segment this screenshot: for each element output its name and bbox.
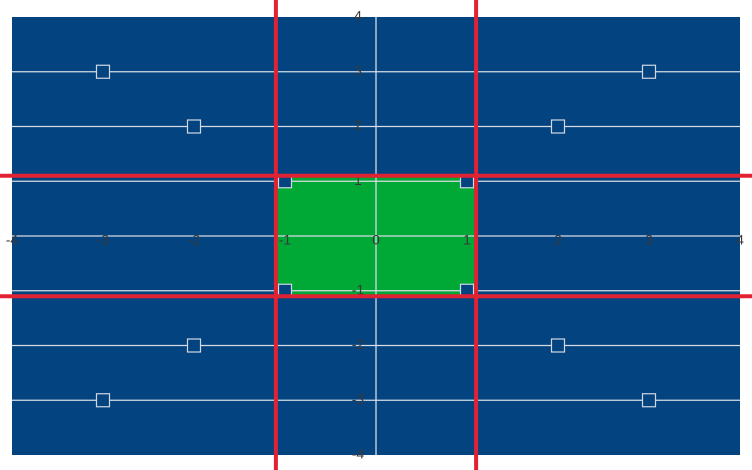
- data-point-0-0: [95, 64, 111, 79]
- y-tick-label-0: -4: [352, 446, 365, 462]
- x-tick-label-5: 1: [463, 232, 471, 248]
- data-point-0-1: [641, 64, 657, 79]
- data-point-0-2: [186, 119, 202, 134]
- x-tick-label-8: 4: [736, 232, 744, 248]
- data-point-0-10: [95, 393, 111, 408]
- x-tick-label-4: 0: [372, 232, 380, 248]
- x-tick-label-7: 3: [645, 232, 653, 248]
- data-point-0-8: [186, 338, 202, 353]
- y-tick-label-3: -1: [352, 281, 365, 297]
- data-point-0-3: [550, 119, 566, 134]
- x-tick-label-3: -1: [279, 232, 292, 248]
- y-tick-label-2: -2: [352, 336, 365, 352]
- x-tick-label-0: -4: [6, 232, 19, 248]
- y-tick-label-1: -3: [352, 391, 365, 407]
- data-point-0-11: [641, 393, 657, 408]
- y-tick-label-5: 1: [354, 172, 362, 188]
- y-tick-label-8: 4: [354, 8, 362, 24]
- x-tick-label-1: -3: [97, 232, 110, 248]
- x-tick-label-6: 2: [554, 232, 562, 248]
- x-tick-label-2: -2: [188, 232, 201, 248]
- y-tick-label-7: 3: [354, 62, 362, 78]
- data-point-0-9: [550, 338, 566, 353]
- y-tick-label-6: 2: [354, 117, 362, 133]
